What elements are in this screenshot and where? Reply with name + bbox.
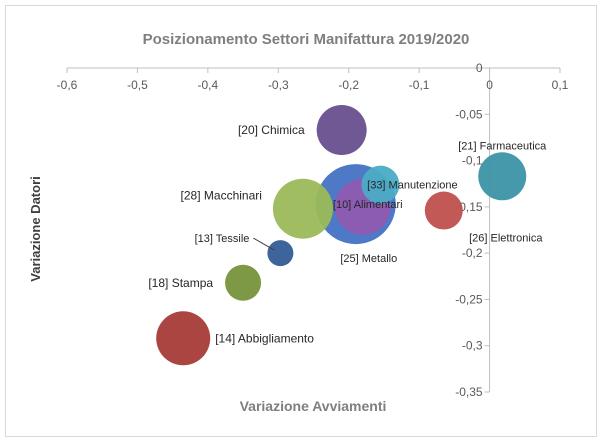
y-tick-label: -0,25	[455, 292, 483, 306]
data-label: [21] Farmaceutica	[458, 140, 547, 152]
data-label: [26] Elettronica	[469, 233, 543, 245]
data-label: [10] Alimentari	[333, 199, 403, 211]
x-tick-label: -0,2	[338, 78, 359, 92]
data-label: [18] Stampa	[148, 276, 213, 290]
y-tick-label: -0,3	[462, 339, 483, 353]
bubble-point	[424, 191, 463, 230]
y-tick-label: -0,05	[455, 107, 483, 121]
bubble-point	[225, 264, 262, 301]
data-label: [14] Abbigliamento	[215, 331, 314, 345]
bubble-point	[272, 178, 333, 239]
y-tick-label: -0,2	[462, 246, 483, 260]
bubble-point	[156, 311, 211, 366]
x-tick-label: -0,4	[198, 78, 219, 92]
y-tick-label: 0	[476, 61, 483, 75]
data-label: [25] Metallo	[340, 253, 397, 265]
leader-line	[253, 237, 275, 251]
y-tick-label: -0,1	[462, 154, 483, 168]
x-tick-label: -0,3	[268, 78, 289, 92]
data-label: [28] Macchinari	[181, 189, 262, 203]
data-label: [13] Tessile	[195, 233, 250, 245]
y-tick-label: -0,35	[455, 385, 483, 399]
x-tick-label: -0,5	[127, 78, 148, 92]
x-tick-label: -0,1	[409, 78, 430, 92]
bubble-point	[267, 240, 294, 267]
y-axis-title: Variazione Datori	[28, 176, 43, 281]
x-axis-title: Variazione Avviamenti	[240, 398, 387, 414]
bubble-point	[361, 165, 400, 204]
chart-title: Posizionamento Settori Manifattura 2019/…	[143, 31, 470, 48]
bubble-point	[478, 152, 527, 201]
x-tick-label: 0,1	[552, 78, 569, 92]
data-label: [33] Manutenzione	[367, 180, 458, 192]
bubble-point	[316, 105, 367, 156]
x-tick-label: 0	[486, 78, 493, 92]
data-label: [20] Chimica	[238, 123, 305, 137]
x-tick-label: -0,6	[57, 78, 78, 92]
